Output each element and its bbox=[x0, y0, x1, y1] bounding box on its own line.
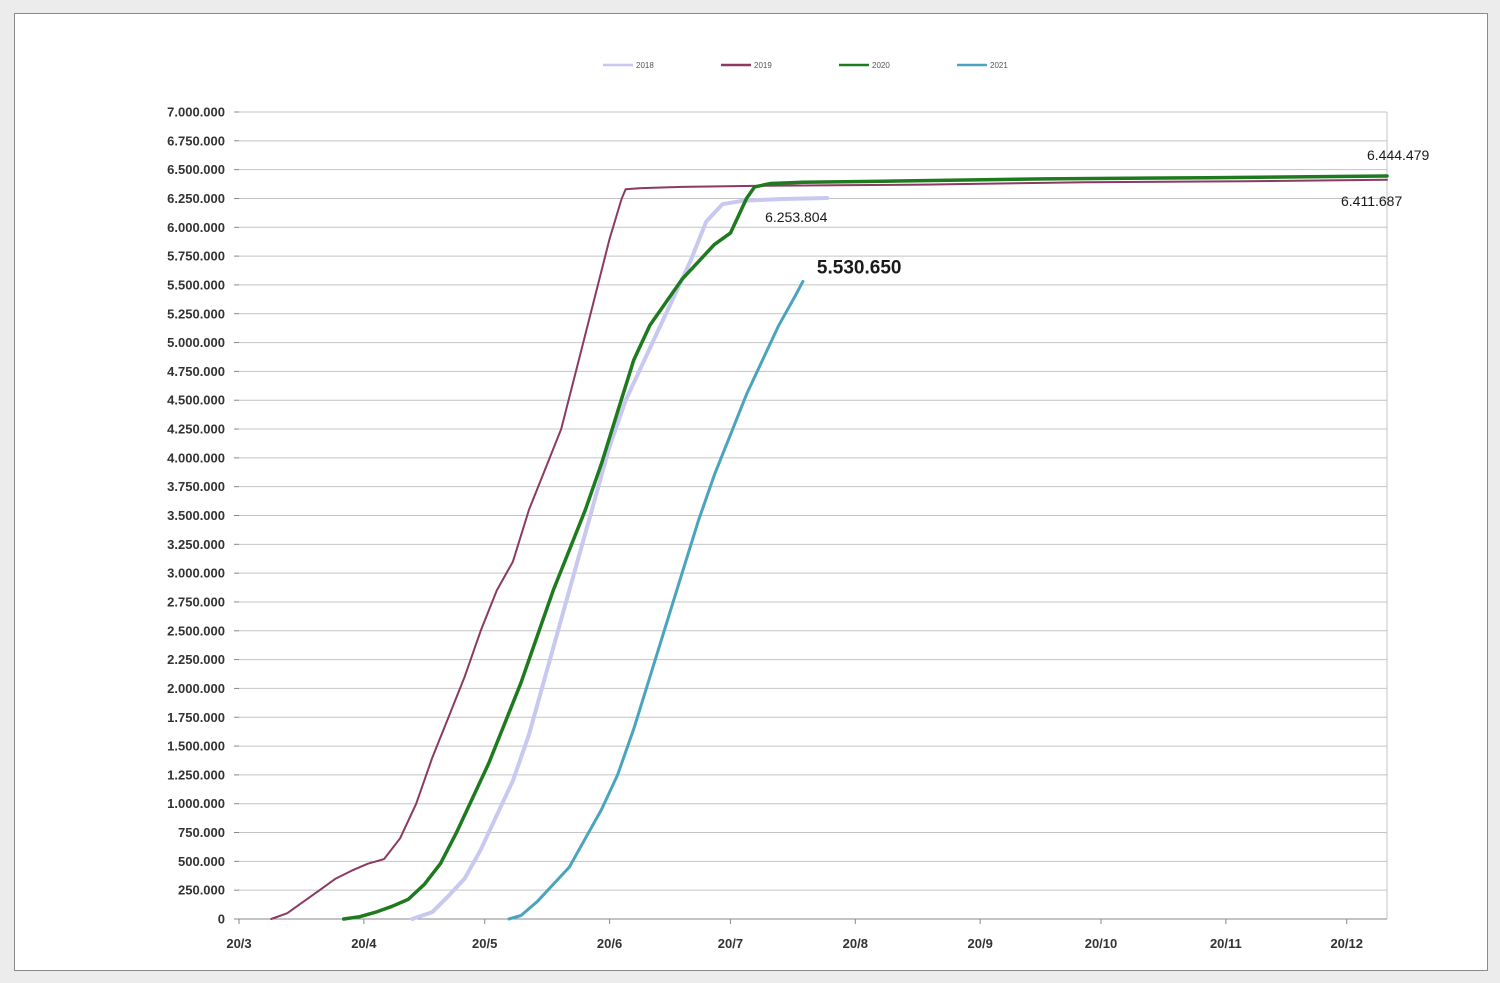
legend-label-2020: 2020 bbox=[872, 61, 890, 70]
y-tick-label: 4.750.000 bbox=[167, 364, 225, 379]
line-chart: 0 250.000 500.000 750.000 1.000.000 1.250.000… bbox=[167, 61, 1429, 951]
y-tick-label: 3.500.000 bbox=[167, 508, 225, 523]
y-tick-label: 2.000.000 bbox=[167, 681, 225, 696]
legend: 2018 2019 2020 2021 bbox=[603, 61, 1008, 70]
y-tick-label: 2.750.000 bbox=[167, 594, 225, 609]
x-axis-ticks: 20/3 20/4 20/5 20/6 20/7 20/8 20/9 20/10 20/11 20… bbox=[226, 936, 1363, 951]
y-tick-label: 5.250.000 bbox=[167, 306, 225, 321]
series-line-2020 bbox=[341, 174, 1389, 921]
x-tick-label: 20/11 bbox=[1210, 936, 1242, 951]
x-tick-label: 20/5 bbox=[472, 936, 497, 951]
y-tick-label: 5.500.000 bbox=[167, 277, 225, 292]
y-tick-label: 5.750.000 bbox=[167, 249, 225, 264]
annotations: 6.253.804 6.411.687 6.444.479 5.530.650 bbox=[765, 147, 1429, 278]
annotation-2018: 6.253.804 bbox=[765, 209, 827, 225]
y-tick-label: 4.000.000 bbox=[167, 450, 225, 465]
y-tick-label: 6.000.000 bbox=[167, 220, 225, 235]
series-line-2019 bbox=[270, 178, 1388, 920]
annotation-2021: 5.530.650 bbox=[817, 257, 902, 278]
x-tick-label: 20/12 bbox=[1330, 936, 1363, 951]
x-tick-label: 20/3 bbox=[226, 936, 251, 951]
y-tick-label: 1.500.000 bbox=[167, 739, 225, 754]
x-tick-label: 20/6 bbox=[597, 936, 622, 951]
series-line-2018 bbox=[410, 196, 830, 921]
y-tick-label: 3.000.000 bbox=[167, 566, 225, 581]
y-tick-label: 5.000.000 bbox=[167, 335, 225, 350]
annotation-2019: 6.411.687 bbox=[1341, 193, 1402, 209]
y-tick-label: 6.250.000 bbox=[167, 191, 225, 206]
gridlines bbox=[234, 111, 1388, 924]
series-lines bbox=[270, 174, 1389, 921]
x-tick-label: 20/8 bbox=[843, 936, 868, 951]
y-tick-label: 7.000.000 bbox=[167, 105, 225, 120]
y-tick-label: 250.000 bbox=[178, 883, 225, 898]
annotation-2020: 6.444.479 bbox=[1367, 147, 1429, 163]
y-tick-label: 6.750.000 bbox=[167, 133, 225, 148]
y-tick-label: 2.250.000 bbox=[167, 652, 225, 667]
y-tick-label: 3.250.000 bbox=[167, 537, 225, 552]
y-axis-ticks: 0 250.000 500.000 750.000 1.000.000 1.250.000… bbox=[167, 105, 225, 927]
chart-frame: 0 250.000 500.000 750.000 1.000.000 1.250.000… bbox=[14, 13, 1488, 971]
y-tick-label: 500.000 bbox=[178, 854, 225, 869]
y-tick-label: 4.250.000 bbox=[167, 422, 225, 437]
legend-label-2019: 2019 bbox=[754, 61, 772, 70]
legend-label-2018: 2018 bbox=[636, 61, 654, 70]
x-tick-label: 20/10 bbox=[1085, 936, 1118, 951]
series-line-2021 bbox=[507, 279, 805, 921]
x-tick-label: 20/4 bbox=[351, 936, 377, 951]
x-tick-label: 20/7 bbox=[718, 936, 743, 951]
y-tick-label: 750.000 bbox=[178, 825, 225, 840]
y-tick-label: 1.250.000 bbox=[167, 767, 225, 782]
legend-label-2021: 2021 bbox=[990, 61, 1008, 70]
y-tick-label: 1.750.000 bbox=[167, 710, 225, 725]
x-tick-label: 20/9 bbox=[968, 936, 993, 951]
y-tick-label: 4.500.000 bbox=[167, 393, 225, 408]
y-tick-label: 0 bbox=[218, 912, 225, 927]
y-tick-label: 6.500.000 bbox=[167, 162, 225, 177]
y-tick-label: 1.000.000 bbox=[167, 796, 225, 811]
y-tick-label: 3.750.000 bbox=[167, 479, 225, 494]
y-tick-label: 2.500.000 bbox=[167, 623, 225, 638]
